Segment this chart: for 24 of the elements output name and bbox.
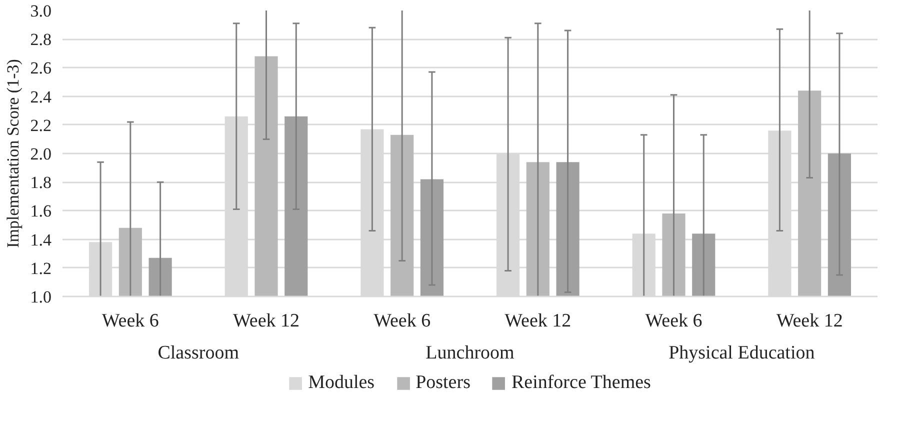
y-tick-label: 1.2: [30, 258, 52, 278]
text: Lunchroom: [426, 342, 515, 364]
y-tick-label: 1.8: [30, 173, 52, 192]
y-axis-title: Implementation Score (1-3): [3, 59, 22, 248]
y-tick-label: 1.0: [30, 288, 52, 306]
x-tick-label: Week 6: [102, 310, 159, 332]
x-tick-label: Week 12: [232, 310, 300, 332]
legend-label: Reinforce Themes: [511, 372, 651, 394]
y-tick-label: 2.2: [30, 116, 52, 135]
y-tick-label: 1.4: [30, 230, 52, 250]
legend-label: Posters: [416, 372, 470, 394]
x-tick-label: Week 12: [776, 310, 843, 332]
y-tick-label: 1.6: [30, 202, 52, 221]
y-tick-label: 2.6: [30, 58, 52, 78]
text: Classroom: [158, 342, 240, 364]
x-tick-label: Week 12: [504, 310, 572, 332]
x-tick-label: Week 6: [645, 310, 702, 332]
y-tick-label: 3.0: [30, 2, 52, 20]
text: Physical Education: [668, 342, 816, 364]
legend-label: Modules: [308, 372, 375, 394]
x-tick-label: Week 6: [374, 310, 431, 332]
y-tick-label: 2.0: [30, 144, 52, 164]
y-tick-label: 2.4: [30, 87, 52, 106]
y-tick-label: 2.8: [30, 30, 52, 50]
